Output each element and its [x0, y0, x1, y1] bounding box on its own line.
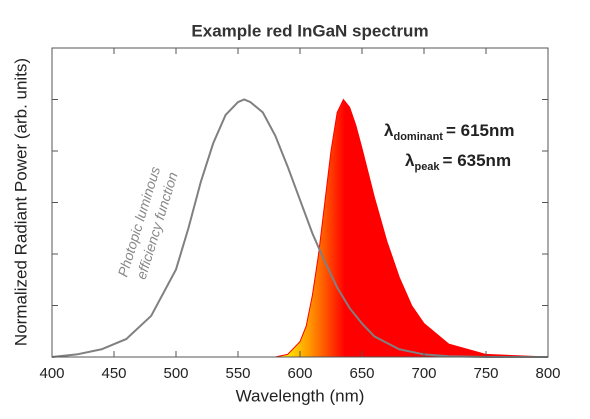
x-tick-label: 400: [39, 365, 64, 382]
x-tick-label: 650: [349, 365, 374, 382]
subscript: dominant: [393, 131, 443, 143]
spectrum-area: [275, 98, 549, 358]
x-tick-label: 500: [163, 365, 188, 382]
symbol: λ: [405, 151, 415, 170]
subscript: peak: [414, 161, 440, 173]
peak-annotation: λpeak = 635nm: [405, 151, 511, 172]
symbol: λ: [384, 121, 394, 140]
x-tick-label: 450: [101, 365, 126, 382]
plot-area: [51, 98, 549, 358]
dominant-annotation: λdominant = 615nm: [384, 121, 514, 142]
x-tick-label: 550: [225, 365, 250, 382]
chart-title: Example red InGaN spectrum: [191, 21, 428, 40]
x-tick-label: 800: [535, 365, 560, 382]
y-axis-label: Normalized Radiant Power (arb. units): [11, 58, 30, 346]
x-tick-label: 600: [287, 365, 312, 382]
value: = 635nm: [443, 151, 512, 170]
x-axis-label: Wavelength (nm): [236, 386, 365, 405]
x-tick-label: 700: [411, 365, 436, 382]
value: = 615nm: [446, 121, 515, 140]
line: [51, 98, 548, 358]
x-tick-label: 750: [473, 365, 498, 382]
